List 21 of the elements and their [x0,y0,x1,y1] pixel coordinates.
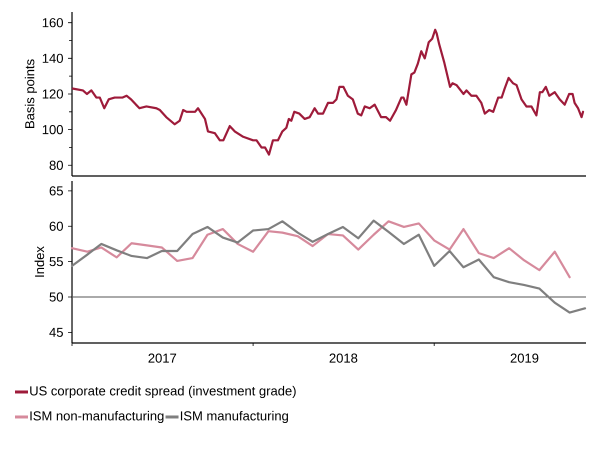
x-tick-label: 2019 [510,354,538,363]
y-tick-label: 65 [50,186,63,196]
x-tick-label: 2017 [148,354,176,363]
y-tick-label: 160 [42,18,63,28]
y-tick-label: 45 [49,328,63,337]
line-series [70,220,586,314]
y-tick-label: 140 [42,54,63,63]
y-tick-label: 100 [42,125,63,134]
line-series [72,28,584,156]
legend-label: ISM manufacturing [180,410,288,424]
y-tick-label: 80 [50,160,63,170]
legend-label: US corporate credit spread (investment grade) [30,386,296,398]
legend-label: ISM non-manufacturing [30,410,164,424]
y-tick-label: 50 [50,292,63,302]
y-axis-title: Basis points [24,59,37,128]
y-tick-label: 55 [50,257,63,266]
y-tick-label: 120 [42,89,63,99]
y-tick-label: 60 [50,222,63,231]
y-axis-title: Index [34,246,44,277]
x-tick-label: 2018 [330,354,358,363]
line-series [70,220,571,278]
